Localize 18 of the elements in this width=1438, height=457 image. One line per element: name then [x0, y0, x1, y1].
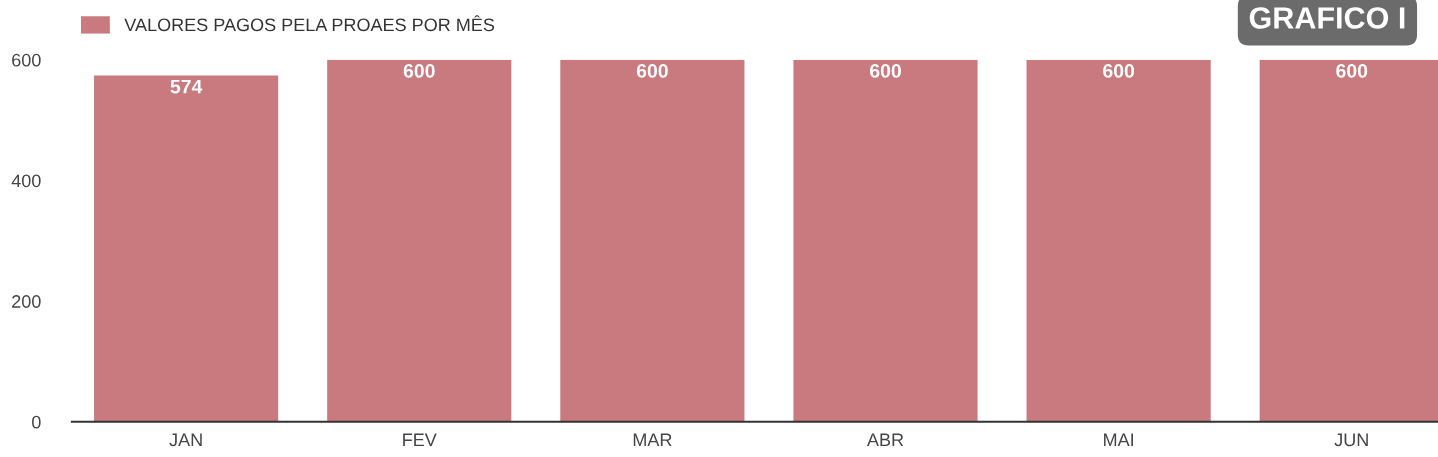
- data-label: 600: [1336, 64, 1368, 78]
- x-tick-label: JAN: [169, 433, 202, 447]
- data-label: 600: [636, 64, 668, 78]
- x-tick-label: MAR: [633, 433, 672, 447]
- x-tick-label: MAI: [1104, 433, 1134, 447]
- y-tick-label: 600: [12, 53, 41, 67]
- data-label: 600: [869, 64, 901, 78]
- data-label: 574: [170, 79, 203, 94]
- y-tick-label: 0: [32, 415, 41, 429]
- y-tick-label: 200: [12, 295, 41, 308]
- x-tick-label: FEV: [403, 433, 437, 447]
- data-label: 600: [403, 64, 435, 78]
- x-tick-label: JUN: [1334, 433, 1368, 447]
- chart-title: GRAFICO I: [1249, 7, 1405, 29]
- y-tick-label: 400: [11, 174, 41, 188]
- legend-label: VALORES PAGOS PELA PROAES POR MÊS: [124, 15, 495, 32]
- x-tick-label: ABR: [866, 433, 904, 447]
- data-label: 600: [1103, 64, 1135, 78]
